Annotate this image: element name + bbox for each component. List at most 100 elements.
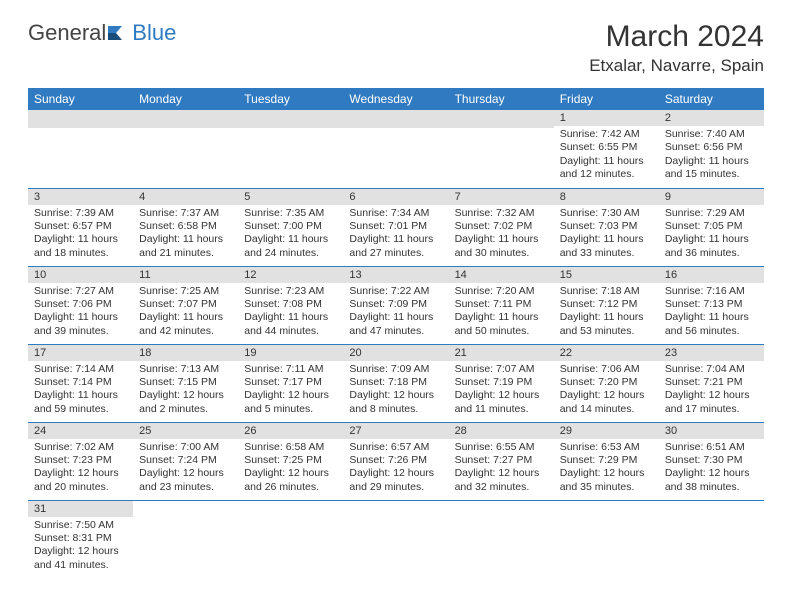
- calendar-day: 27Sunrise: 6:57 AMSunset: 7:26 PMDayligh…: [343, 422, 448, 500]
- logo-text-2: Blue: [132, 20, 176, 46]
- day-number: 17: [28, 345, 133, 361]
- day-header: Sunday: [28, 88, 133, 110]
- calendar-day: 31Sunrise: 7:50 AMSunset: 8:31 PMDayligh…: [28, 500, 133, 578]
- day-content: Sunrise: 6:51 AMSunset: 7:30 PMDaylight:…: [659, 439, 764, 499]
- day-content: Sunrise: 7:40 AMSunset: 6:56 PMDaylight:…: [659, 126, 764, 186]
- calendar-day: 20Sunrise: 7:09 AMSunset: 7:18 PMDayligh…: [343, 344, 448, 422]
- day-content: Sunrise: 7:50 AMSunset: 8:31 PMDaylight:…: [28, 517, 133, 577]
- day-content: Sunrise: 6:55 AMSunset: 7:27 PMDaylight:…: [449, 439, 554, 499]
- calendar-day: 25Sunrise: 7:00 AMSunset: 7:24 PMDayligh…: [133, 422, 238, 500]
- day-number: 4: [133, 189, 238, 205]
- day-number: 10: [28, 267, 133, 283]
- day-content: Sunrise: 7:34 AMSunset: 7:01 PMDaylight:…: [343, 205, 448, 265]
- day-header: Saturday: [659, 88, 764, 110]
- day-content: Sunrise: 7:30 AMSunset: 7:03 PMDaylight:…: [554, 205, 659, 265]
- calendar-day: 14Sunrise: 7:20 AMSunset: 7:11 PMDayligh…: [449, 266, 554, 344]
- calendar-day: 4Sunrise: 7:37 AMSunset: 6:58 PMDaylight…: [133, 188, 238, 266]
- location: Etxalar, Navarre, Spain: [589, 56, 764, 76]
- day-number: 1: [554, 110, 659, 126]
- calendar-day: [449, 110, 554, 188]
- day-content: Sunrise: 7:42 AMSunset: 6:55 PMDaylight:…: [554, 126, 659, 186]
- day-number: 25: [133, 423, 238, 439]
- day-content: Sunrise: 7:06 AMSunset: 7:20 PMDaylight:…: [554, 361, 659, 421]
- calendar-week: 31Sunrise: 7:50 AMSunset: 8:31 PMDayligh…: [28, 500, 764, 578]
- day-content: Sunrise: 7:02 AMSunset: 7:23 PMDaylight:…: [28, 439, 133, 499]
- day-number: 21: [449, 345, 554, 361]
- day-content: Sunrise: 7:37 AMSunset: 6:58 PMDaylight:…: [133, 205, 238, 265]
- calendar-head: SundayMondayTuesdayWednesdayThursdayFrid…: [28, 88, 764, 110]
- flag-icon: [108, 24, 130, 42]
- calendar-day: 15Sunrise: 7:18 AMSunset: 7:12 PMDayligh…: [554, 266, 659, 344]
- day-number: [343, 110, 448, 128]
- page-title: March 2024: [589, 20, 764, 54]
- calendar-day: 22Sunrise: 7:06 AMSunset: 7:20 PMDayligh…: [554, 344, 659, 422]
- day-content: Sunrise: 7:23 AMSunset: 7:08 PMDaylight:…: [238, 283, 343, 343]
- calendar-day: [28, 110, 133, 188]
- calendar-week: 1Sunrise: 7:42 AMSunset: 6:55 PMDaylight…: [28, 110, 764, 188]
- calendar-week: 17Sunrise: 7:14 AMSunset: 7:14 PMDayligh…: [28, 344, 764, 422]
- day-number: 6: [343, 189, 448, 205]
- day-content: Sunrise: 7:20 AMSunset: 7:11 PMDaylight:…: [449, 283, 554, 343]
- calendar-day: 8Sunrise: 7:30 AMSunset: 7:03 PMDaylight…: [554, 188, 659, 266]
- calendar-day: [343, 110, 448, 188]
- calendar-day: 23Sunrise: 7:04 AMSunset: 7:21 PMDayligh…: [659, 344, 764, 422]
- calendar-table: SundayMondayTuesdayWednesdayThursdayFrid…: [28, 88, 764, 578]
- day-content: Sunrise: 7:14 AMSunset: 7:14 PMDaylight:…: [28, 361, 133, 421]
- calendar-day: [449, 500, 554, 578]
- day-number: 29: [554, 423, 659, 439]
- header: General Blue March 2024 Etxalar, Navarre…: [28, 20, 764, 76]
- logo: General Blue: [28, 20, 176, 46]
- day-number: 26: [238, 423, 343, 439]
- calendar-day: 1Sunrise: 7:42 AMSunset: 6:55 PMDaylight…: [554, 110, 659, 188]
- day-number: [449, 110, 554, 128]
- day-number: [238, 110, 343, 128]
- day-number: 2: [659, 110, 764, 126]
- day-content: Sunrise: 7:04 AMSunset: 7:21 PMDaylight:…: [659, 361, 764, 421]
- calendar-day: 7Sunrise: 7:32 AMSunset: 7:02 PMDaylight…: [449, 188, 554, 266]
- day-content: Sunrise: 7:35 AMSunset: 7:00 PMDaylight:…: [238, 205, 343, 265]
- day-number: 5: [238, 189, 343, 205]
- day-number: 15: [554, 267, 659, 283]
- calendar-day: [238, 500, 343, 578]
- day-content: Sunrise: 7:07 AMSunset: 7:19 PMDaylight:…: [449, 361, 554, 421]
- day-number: 18: [133, 345, 238, 361]
- day-number: 22: [554, 345, 659, 361]
- day-content: Sunrise: 7:11 AMSunset: 7:17 PMDaylight:…: [238, 361, 343, 421]
- day-header: Friday: [554, 88, 659, 110]
- calendar-day: 28Sunrise: 6:55 AMSunset: 7:27 PMDayligh…: [449, 422, 554, 500]
- calendar-day: 13Sunrise: 7:22 AMSunset: 7:09 PMDayligh…: [343, 266, 448, 344]
- calendar-day: 29Sunrise: 6:53 AMSunset: 7:29 PMDayligh…: [554, 422, 659, 500]
- day-content: Sunrise: 7:22 AMSunset: 7:09 PMDaylight:…: [343, 283, 448, 343]
- day-content: Sunrise: 7:27 AMSunset: 7:06 PMDaylight:…: [28, 283, 133, 343]
- day-number: 27: [343, 423, 448, 439]
- calendar-day: 6Sunrise: 7:34 AMSunset: 7:01 PMDaylight…: [343, 188, 448, 266]
- day-content: Sunrise: 7:32 AMSunset: 7:02 PMDaylight:…: [449, 205, 554, 265]
- calendar-week: 3Sunrise: 7:39 AMSunset: 6:57 PMDaylight…: [28, 188, 764, 266]
- calendar-body: 1Sunrise: 7:42 AMSunset: 6:55 PMDaylight…: [28, 110, 764, 578]
- day-number: 20: [343, 345, 448, 361]
- calendar-day: 16Sunrise: 7:16 AMSunset: 7:13 PMDayligh…: [659, 266, 764, 344]
- day-number: 8: [554, 189, 659, 205]
- calendar-day: 21Sunrise: 7:07 AMSunset: 7:19 PMDayligh…: [449, 344, 554, 422]
- calendar-day: 12Sunrise: 7:23 AMSunset: 7:08 PMDayligh…: [238, 266, 343, 344]
- day-content: Sunrise: 7:18 AMSunset: 7:12 PMDaylight:…: [554, 283, 659, 343]
- day-content: Sunrise: 6:53 AMSunset: 7:29 PMDaylight:…: [554, 439, 659, 499]
- day-number: 24: [28, 423, 133, 439]
- day-header: Monday: [133, 88, 238, 110]
- calendar-day: [659, 500, 764, 578]
- day-content: Sunrise: 6:58 AMSunset: 7:25 PMDaylight:…: [238, 439, 343, 499]
- calendar-day: 5Sunrise: 7:35 AMSunset: 7:00 PMDaylight…: [238, 188, 343, 266]
- day-content: Sunrise: 7:29 AMSunset: 7:05 PMDaylight:…: [659, 205, 764, 265]
- day-number: [133, 110, 238, 128]
- calendar-day: [238, 110, 343, 188]
- calendar-week: 24Sunrise: 7:02 AMSunset: 7:23 PMDayligh…: [28, 422, 764, 500]
- calendar-day: [554, 500, 659, 578]
- day-number: 13: [343, 267, 448, 283]
- calendar-week: 10Sunrise: 7:27 AMSunset: 7:06 PMDayligh…: [28, 266, 764, 344]
- calendar-day: 2Sunrise: 7:40 AMSunset: 6:56 PMDaylight…: [659, 110, 764, 188]
- calendar-day: 3Sunrise: 7:39 AMSunset: 6:57 PMDaylight…: [28, 188, 133, 266]
- calendar-day: 9Sunrise: 7:29 AMSunset: 7:05 PMDaylight…: [659, 188, 764, 266]
- day-content: Sunrise: 7:13 AMSunset: 7:15 PMDaylight:…: [133, 361, 238, 421]
- day-header: Tuesday: [238, 88, 343, 110]
- day-number: 19: [238, 345, 343, 361]
